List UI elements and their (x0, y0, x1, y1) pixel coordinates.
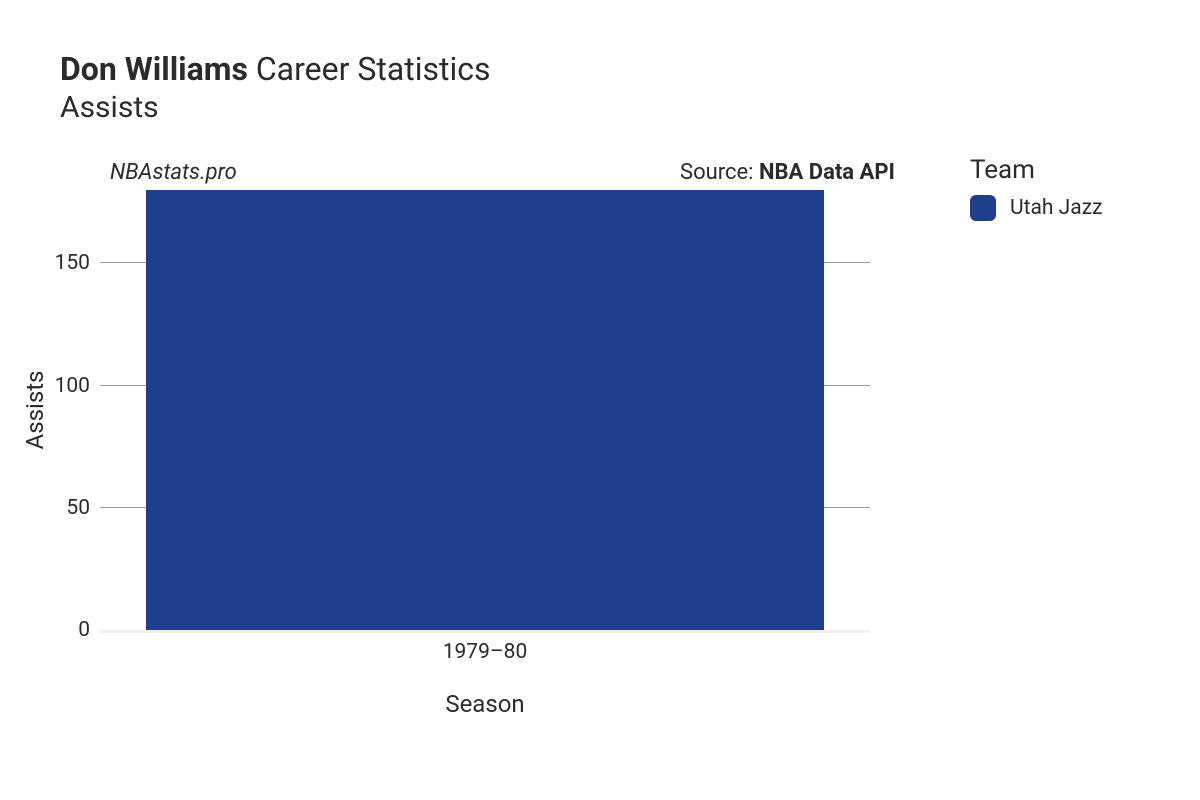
legend-items: Utah Jazz (970, 195, 1103, 221)
attribution-site: NBAstats.pro (110, 160, 237, 185)
y-tick-label: 50 (66, 496, 90, 520)
bar (146, 190, 824, 630)
chart-container: Don Williams Career Statistics Assists N… (0, 0, 1200, 800)
title-suffix: Career Statistics (248, 50, 491, 88)
legend-item-label: Utah Jazz (1010, 196, 1103, 220)
y-tick-label: 100 (55, 374, 90, 398)
plot-area (100, 190, 870, 630)
legend-item: Utah Jazz (970, 195, 1103, 221)
source-name: NBA Data API (759, 160, 895, 185)
title-area: Don Williams Career Statistics Assists (60, 50, 491, 125)
legend-swatch (970, 195, 996, 221)
legend: Team Utah Jazz (970, 155, 1103, 221)
source-prefix: Source: (680, 160, 759, 185)
chart-title: Don Williams Career Statistics (60, 50, 491, 88)
legend-title: Team (970, 155, 1103, 185)
player-name: Don Williams (60, 50, 248, 88)
y-tick-label: 0 (78, 618, 90, 642)
plot-baseline-bg (100, 630, 870, 633)
attribution-source: Source: NBA Data API (680, 160, 895, 185)
x-axis-label: Season (445, 690, 524, 718)
y-tick-label: 150 (55, 251, 90, 275)
chart-subtitle: Assists (60, 90, 491, 125)
y-axis-label: Assists (21, 371, 49, 450)
x-tick-label: 1979–80 (443, 640, 528, 664)
